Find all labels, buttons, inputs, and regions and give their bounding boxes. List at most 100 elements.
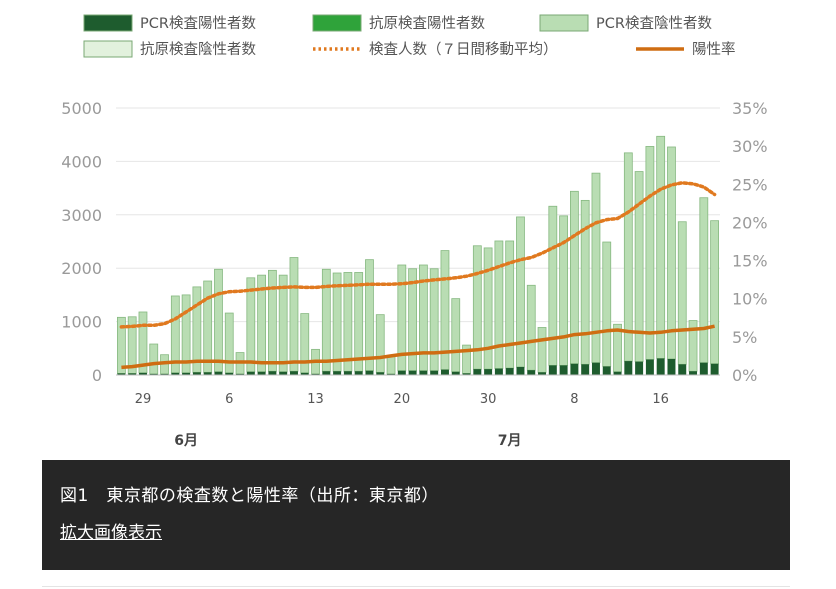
- bar-positive: [365, 371, 373, 375]
- bar-positive: [430, 371, 438, 375]
- bar-positive: [527, 370, 535, 375]
- month-label: 7月: [498, 433, 522, 449]
- bar-positive: [409, 371, 417, 375]
- month-label: 6月: [174, 433, 198, 449]
- bar-positive: [398, 371, 406, 375]
- bar-positive: [624, 361, 632, 375]
- y-left-tick-label: 1000: [61, 313, 102, 332]
- legend-label-tests_7day: 検査人数（７日間移動平均）: [369, 41, 558, 58]
- bar-positive: [657, 358, 665, 375]
- bar-positive: [333, 371, 341, 375]
- bar-positive: [506, 368, 514, 375]
- bar-positive: [570, 364, 578, 375]
- bar-positive: [711, 364, 719, 375]
- bar-negative: [581, 200, 589, 364]
- bar-positive: [560, 365, 568, 375]
- bar-negative: [193, 287, 201, 372]
- bar-negative: [495, 241, 503, 369]
- bar-negative: [700, 198, 708, 363]
- bar-positive: [646, 360, 654, 375]
- x-tick-label: 8: [570, 392, 578, 407]
- legend-swatch-pcr_pos: [84, 15, 132, 31]
- bar-negative: [365, 260, 373, 371]
- legend-label-positive_rate: 陽性率: [692, 41, 736, 58]
- bar-positive: [322, 371, 330, 375]
- bar-series: [117, 136, 718, 375]
- bar-negative: [290, 258, 298, 372]
- y-right-tick-label: 15%: [732, 252, 768, 271]
- bar-positive: [419, 371, 427, 375]
- bar-negative: [678, 222, 686, 365]
- bar-positive: [473, 369, 481, 375]
- y-right-tick-label: 10%: [732, 290, 768, 309]
- figure-caption: 図1 東京都の検査数と陽性率（出所：東京都） 拡大画像表示: [42, 460, 790, 570]
- bar-positive: [667, 359, 675, 375]
- y-left-tick-label: 0: [92, 366, 102, 385]
- bar-negative: [204, 281, 212, 372]
- bar-negative: [506, 241, 514, 368]
- y-left-tick-label: 4000: [61, 152, 102, 171]
- bar-positive: [516, 367, 524, 375]
- legend-label-ag_pos: 抗原検査陽性者数: [369, 15, 485, 32]
- bar-positive: [581, 364, 589, 375]
- bar-negative: [667, 147, 675, 359]
- bar-positive: [592, 363, 600, 375]
- bar-positive: [495, 369, 503, 375]
- bar-positive: [344, 371, 352, 375]
- y-right-tick-label: 20%: [732, 213, 768, 232]
- x-tick-label: 13: [307, 392, 324, 407]
- y-left-tick-label: 5000: [61, 99, 102, 118]
- bar-negative: [484, 248, 492, 369]
- bar-negative: [301, 314, 309, 373]
- legend-label-pcr_pos: PCR検査陽性者数: [140, 15, 256, 32]
- bar-negative: [333, 273, 341, 371]
- bar-positive: [700, 363, 708, 375]
- bar-positive: [678, 364, 686, 375]
- legend-swatch-ag_pos: [313, 15, 361, 31]
- bar-positive: [441, 370, 449, 375]
- y-right-tick-label: 30%: [732, 137, 768, 156]
- bar-negative: [214, 269, 222, 372]
- bar-positive: [268, 371, 276, 375]
- x-tick-label: 6: [225, 392, 233, 407]
- bar-negative: [538, 327, 546, 372]
- bar-negative: [344, 272, 352, 371]
- bar-negative: [279, 275, 287, 372]
- y-left-tick-label: 3000: [61, 206, 102, 225]
- y-right-tick-label: 5%: [732, 328, 757, 347]
- x-tick-label: 16: [652, 392, 669, 407]
- bar-negative: [549, 206, 557, 365]
- bar-positive: [549, 365, 557, 375]
- legend-swatch-ag_neg: [84, 41, 132, 57]
- bar-negative: [150, 344, 158, 374]
- legend-swatch-pcr_neg: [540, 15, 588, 31]
- bar-negative: [430, 269, 438, 371]
- bar-negative: [355, 272, 363, 371]
- bar-negative: [376, 315, 384, 373]
- bar-negative: [527, 285, 535, 370]
- bar-positive: [290, 371, 298, 375]
- bar-negative: [657, 136, 665, 358]
- bar-positive: [635, 362, 643, 375]
- bar-negative: [570, 191, 578, 363]
- divider: [42, 586, 790, 587]
- legend-label-ag_neg: 抗原検査陰性者数: [140, 41, 256, 58]
- bar-negative: [268, 270, 276, 371]
- enlarge-image-link[interactable]: 拡大画像表示: [60, 518, 162, 543]
- bar-positive: [689, 371, 697, 375]
- bar-negative: [387, 356, 395, 374]
- caption-title: 図1 東京都の検査数と陽性率（出所：東京都）: [60, 484, 790, 508]
- x-tick-label: 30: [480, 392, 497, 407]
- x-tick-label: 29: [135, 392, 152, 407]
- bar-positive: [484, 369, 492, 375]
- x-tick-label: 20: [394, 392, 411, 407]
- y-right-tick-label: 25%: [732, 175, 768, 194]
- bar-negative: [646, 146, 654, 359]
- y-right-tick-label: 35%: [732, 99, 768, 118]
- legend-label-pcr_neg: PCR検査陰性者数: [596, 15, 712, 32]
- bar-negative: [452, 299, 460, 372]
- bar-negative: [711, 221, 719, 364]
- bar-positive: [603, 366, 611, 375]
